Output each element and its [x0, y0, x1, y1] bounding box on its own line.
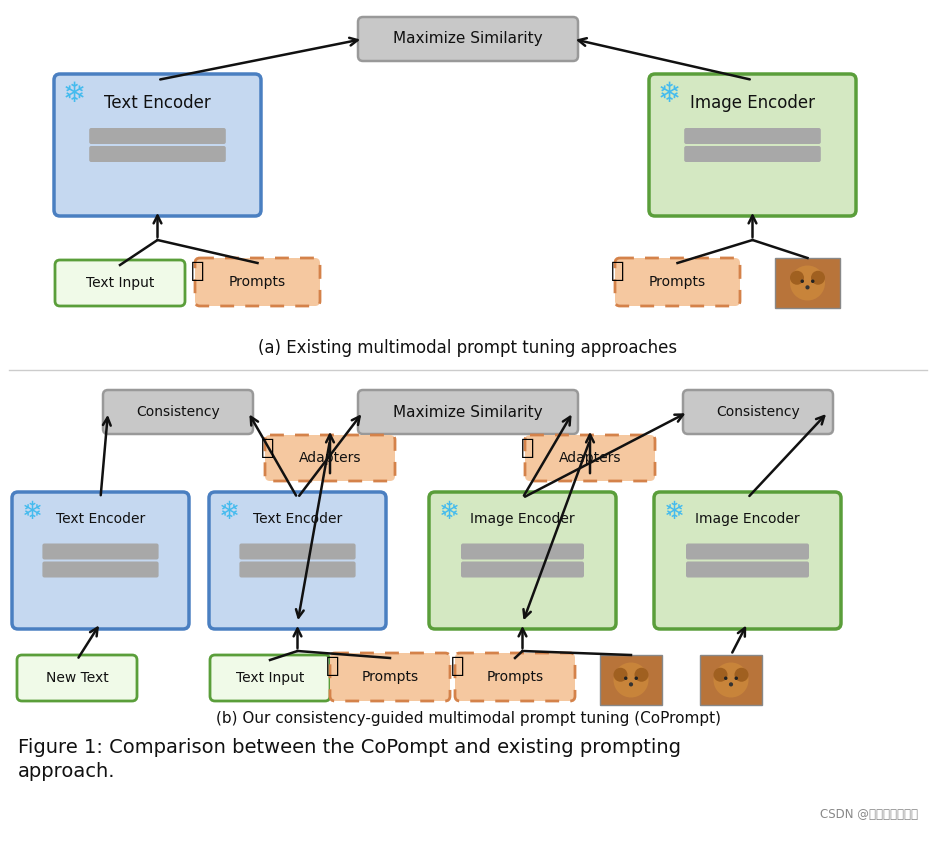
FancyBboxPatch shape	[12, 492, 189, 629]
FancyBboxPatch shape	[600, 655, 662, 705]
Circle shape	[613, 662, 649, 697]
FancyBboxPatch shape	[54, 74, 261, 216]
Text: Prompts: Prompts	[361, 670, 418, 684]
Circle shape	[790, 271, 804, 284]
Text: Text Encoder: Text Encoder	[253, 512, 343, 526]
Circle shape	[713, 662, 749, 697]
Text: ❄: ❄	[438, 500, 460, 524]
Text: ❄: ❄	[22, 500, 42, 524]
Text: CSDN @我好想吃烤地瓜: CSDN @我好想吃烤地瓜	[820, 809, 918, 822]
Text: ❄: ❄	[218, 500, 240, 524]
Circle shape	[635, 668, 649, 681]
FancyBboxPatch shape	[525, 435, 655, 481]
FancyBboxPatch shape	[461, 562, 584, 577]
FancyBboxPatch shape	[17, 655, 137, 701]
Circle shape	[624, 676, 627, 680]
FancyBboxPatch shape	[686, 562, 809, 577]
Circle shape	[635, 676, 638, 680]
Text: 🔥: 🔥	[451, 656, 464, 676]
FancyBboxPatch shape	[210, 655, 330, 701]
FancyBboxPatch shape	[330, 653, 450, 701]
FancyBboxPatch shape	[42, 562, 158, 577]
FancyBboxPatch shape	[265, 435, 395, 481]
FancyBboxPatch shape	[209, 492, 386, 629]
Text: (b) Our consistency-guided multimodal prompt tuning (CoPrompt): (b) Our consistency-guided multimodal pr…	[215, 710, 721, 726]
Text: Figure 1: Comparison between the CoPompt and existing prompting: Figure 1: Comparison between the CoPompt…	[18, 738, 681, 757]
Text: Prompts: Prompts	[229, 275, 286, 289]
Text: Adapters: Adapters	[299, 451, 361, 465]
Circle shape	[724, 676, 727, 680]
Circle shape	[790, 265, 825, 301]
Circle shape	[735, 676, 738, 680]
FancyBboxPatch shape	[89, 128, 226, 144]
FancyBboxPatch shape	[358, 17, 578, 61]
Text: Consistency: Consistency	[716, 405, 800, 419]
FancyBboxPatch shape	[358, 390, 578, 434]
FancyBboxPatch shape	[42, 544, 158, 559]
FancyBboxPatch shape	[195, 258, 320, 306]
Text: Prompts: Prompts	[649, 275, 706, 289]
Text: (a) Existing multimodal prompt tuning approaches: (a) Existing multimodal prompt tuning ap…	[258, 339, 678, 357]
FancyBboxPatch shape	[649, 74, 856, 216]
FancyBboxPatch shape	[684, 128, 821, 144]
FancyBboxPatch shape	[775, 258, 840, 308]
FancyBboxPatch shape	[89, 146, 226, 162]
FancyBboxPatch shape	[654, 492, 841, 629]
Text: Text Encoder: Text Encoder	[56, 512, 145, 526]
Text: New Text: New Text	[46, 671, 109, 685]
Circle shape	[713, 668, 727, 681]
Text: Adapters: Adapters	[559, 451, 622, 465]
Text: 🔥: 🔥	[261, 438, 274, 458]
Text: Text Encoder: Text Encoder	[104, 94, 211, 112]
Text: ❄: ❄	[657, 80, 680, 108]
Text: Image Encoder: Image Encoder	[690, 94, 815, 112]
FancyBboxPatch shape	[686, 544, 809, 559]
Circle shape	[629, 682, 633, 687]
Text: approach.: approach.	[18, 762, 115, 781]
Circle shape	[800, 279, 804, 283]
Text: ❄: ❄	[63, 80, 85, 108]
FancyBboxPatch shape	[429, 492, 616, 629]
FancyBboxPatch shape	[455, 653, 575, 701]
Circle shape	[805, 285, 810, 290]
FancyBboxPatch shape	[240, 544, 356, 559]
FancyBboxPatch shape	[240, 562, 356, 577]
Text: ❄: ❄	[664, 500, 684, 524]
Circle shape	[729, 682, 733, 687]
Text: Image Encoder: Image Encoder	[470, 512, 575, 526]
Text: Prompts: Prompts	[487, 670, 544, 684]
FancyBboxPatch shape	[103, 390, 253, 434]
FancyBboxPatch shape	[615, 258, 740, 306]
Circle shape	[811, 279, 814, 283]
Text: Text Input: Text Input	[86, 276, 154, 290]
FancyBboxPatch shape	[684, 146, 821, 162]
Circle shape	[735, 668, 749, 681]
Text: 🔥: 🔥	[611, 261, 624, 281]
FancyBboxPatch shape	[461, 544, 584, 559]
FancyBboxPatch shape	[683, 390, 833, 434]
Text: 🔥: 🔥	[521, 438, 534, 458]
Circle shape	[811, 271, 825, 284]
Text: Text Input: Text Input	[236, 671, 304, 685]
Text: 🔥: 🔥	[191, 261, 205, 281]
Text: Maximize Similarity: Maximize Similarity	[393, 31, 543, 47]
Text: Maximize Similarity: Maximize Similarity	[393, 405, 543, 420]
Text: Image Encoder: Image Encoder	[695, 512, 800, 526]
Circle shape	[613, 668, 627, 681]
Text: Consistency: Consistency	[136, 405, 220, 419]
Text: 🔥: 🔥	[327, 656, 340, 676]
FancyBboxPatch shape	[700, 655, 762, 705]
FancyBboxPatch shape	[55, 260, 185, 306]
